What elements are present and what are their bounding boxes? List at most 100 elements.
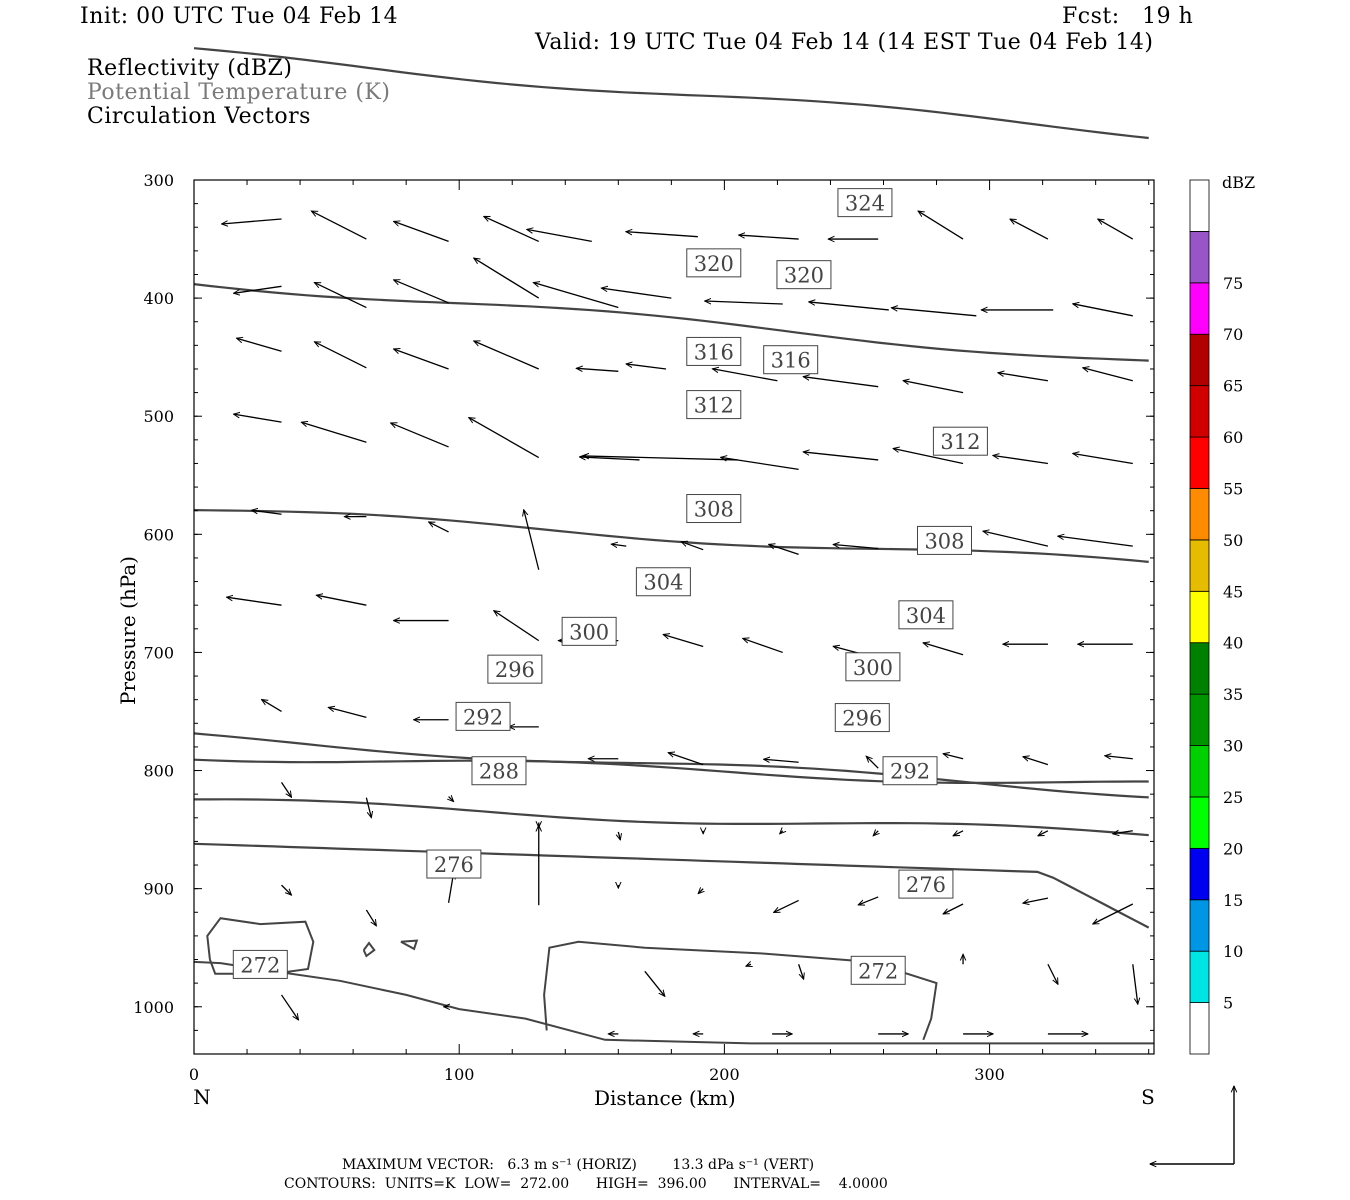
- colorbar-label: 5: [1223, 994, 1233, 1013]
- wind-vector: [494, 611, 540, 642]
- colorbar-label: 20: [1223, 839, 1243, 858]
- wind-vector: [858, 896, 879, 905]
- y-tick-label: 900: [143, 880, 174, 899]
- wind-vector: [1113, 831, 1133, 834]
- wind-vector: [262, 699, 282, 713]
- colorbar-swatch: [1189, 745, 1210, 798]
- colorbar-swatch: [1189, 436, 1210, 489]
- wind-vector: [281, 884, 292, 895]
- colorbar-swatch: [1189, 796, 1210, 849]
- isentrope-288: [193, 732, 1149, 799]
- y-axis-title: Pressure (hPa): [116, 556, 140, 705]
- small-contour-1: [362, 941, 376, 958]
- wind-vector: [739, 235, 799, 240]
- y-tick-label: 300: [143, 171, 174, 190]
- wind-vector: [252, 510, 282, 515]
- wind-vector: [394, 280, 449, 304]
- wind-vector: [222, 218, 282, 224]
- isentrope-label: 304: [906, 604, 946, 628]
- contour-info-note: CONTOURS: UNITS=K LOW= 272.00 HIGH= 396.…: [284, 1176, 888, 1192]
- wind-vector: [746, 964, 751, 966]
- colorbar-label: 65: [1223, 377, 1243, 396]
- colorbar-label: 10: [1223, 942, 1243, 961]
- isentrope-label-box: [686, 390, 742, 420]
- isentrope-label-box: [686, 336, 742, 366]
- wind-vector: [705, 301, 783, 305]
- isentrope-label: 292: [463, 705, 503, 729]
- wind-vector: [391, 423, 449, 448]
- isentrope-label-box: [487, 654, 543, 684]
- colorbar-swatch: [1189, 1002, 1210, 1055]
- wind-vector: [314, 281, 367, 309]
- wind-vector: [1083, 368, 1133, 382]
- y-tick-label: 500: [143, 407, 174, 426]
- valid-time: Valid: 19 UTC Tue 04 Feb 14 (14 EST Tue …: [535, 30, 1154, 55]
- isentrope-label: 276: [906, 873, 946, 897]
- isentrope-label: 312: [694, 394, 734, 418]
- isentrope-label: 288: [479, 760, 519, 784]
- isentrope-292: [193, 509, 1149, 563]
- isentrope-label: 272: [858, 959, 898, 983]
- wind-vector: [943, 754, 964, 760]
- wind-vector: [1073, 453, 1133, 465]
- wind-vector: [833, 544, 879, 550]
- isentrope-300: [193, 47, 1149, 140]
- wind-vector: [721, 457, 799, 471]
- colorbar-label: 15: [1223, 891, 1243, 910]
- wind-vector: [301, 422, 367, 443]
- wind-vector: [798, 964, 804, 979]
- wind-vector: [527, 229, 592, 243]
- wind-vector: [280, 781, 292, 797]
- isentrope-label-box: [898, 600, 954, 630]
- x-end-label-south: S: [1141, 1085, 1155, 1109]
- isentrope-label-box: [850, 955, 906, 985]
- wind-vector: [429, 521, 449, 533]
- wind-vector: [469, 418, 540, 459]
- max-vector-note: MAXIMUM VECTOR: 6.3 m s⁻¹ (HORIZ) 13.3 d…: [342, 1157, 815, 1173]
- colorbar-swatch: [1189, 488, 1210, 541]
- x-tick-label: 300: [974, 1065, 1005, 1084]
- wind-vector: [774, 899, 799, 914]
- colorbar-swatch: [1189, 590, 1210, 644]
- wind-vector: [1058, 536, 1133, 547]
- isentrope-label-box: [426, 849, 482, 879]
- y-tick-label: 800: [143, 762, 174, 781]
- wind-vector: [743, 638, 783, 654]
- colorbar-swatch: [1189, 950, 1210, 1003]
- isentrope-label-box: [561, 616, 617, 646]
- isentrope-labels: 272 272 276 276 288 292 292 296 296 300 300 304 304 3…: [232, 188, 988, 985]
- wind-vector: [953, 831, 964, 837]
- layer-circulation-vectors: Circulation Vectors: [87, 104, 311, 129]
- wind-vector: [803, 452, 879, 461]
- wind-vector: [580, 457, 640, 461]
- wind-vector: [484, 215, 540, 243]
- reference-vector: [1150, 1086, 1234, 1164]
- wind-vector: [866, 756, 879, 769]
- wind-vector: [1098, 219, 1134, 240]
- colorbar-label: 35: [1223, 685, 1243, 704]
- isentrope-label: 304: [643, 571, 683, 595]
- wind-vector: [626, 232, 698, 238]
- colorbar-swatch: [1189, 642, 1210, 695]
- isentrope-label-box: [635, 567, 691, 597]
- wind-vector: [234, 285, 282, 293]
- isentrope-label-box: [837, 188, 893, 218]
- wind-vector: [474, 258, 540, 299]
- isentrope-label: 312: [940, 430, 980, 454]
- wind-vector: [611, 544, 627, 546]
- wind-vector: [1023, 757, 1049, 766]
- wind-vector: [1132, 964, 1138, 1004]
- isentrope-label: 296: [842, 707, 882, 731]
- wind-vector: [1073, 304, 1133, 317]
- wind-vector: [314, 341, 367, 369]
- surface-line: [193, 960, 1154, 1045]
- wind-vector: [769, 544, 799, 556]
- isentrope-label: 320: [784, 264, 824, 288]
- colorbar-label: 45: [1223, 582, 1243, 601]
- forecast-hour: Fcst: 19 h: [1062, 4, 1194, 29]
- wind-vector: [583, 456, 738, 461]
- wind-vector: [998, 373, 1049, 382]
- colorbar-label: 55: [1223, 479, 1243, 498]
- wind-vector: [524, 510, 540, 570]
